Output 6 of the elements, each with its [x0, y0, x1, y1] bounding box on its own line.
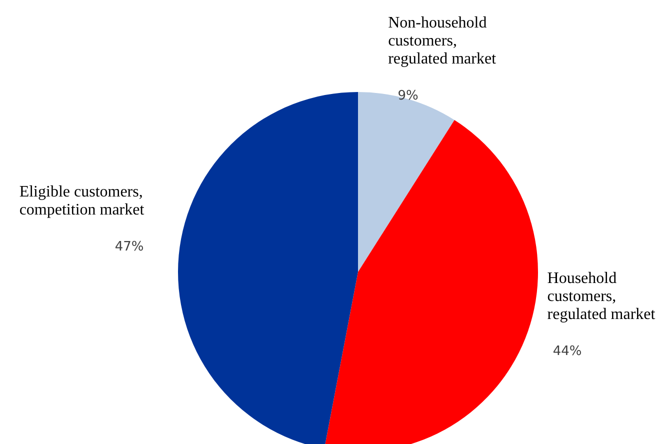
data-label: 47% [114, 239, 144, 254]
data-label: 9% [398, 88, 418, 104]
slice-label: Non-household customers, regulated market [388, 14, 497, 68]
slice-label: Household customers, regulated market [547, 270, 656, 323]
slice-label: Eligible customers, competition market [19, 183, 145, 218]
data-label: 44% [552, 344, 582, 359]
